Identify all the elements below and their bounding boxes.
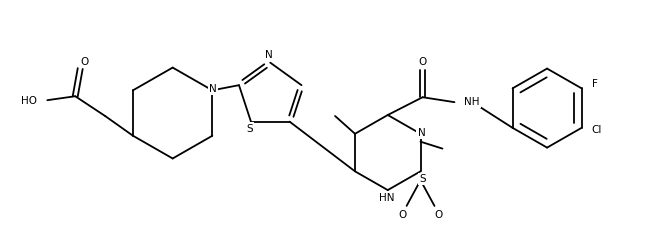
Text: S: S	[419, 174, 426, 184]
Text: N: N	[210, 84, 217, 94]
Text: O: O	[418, 57, 427, 67]
Text: N: N	[266, 50, 273, 60]
Text: Cl: Cl	[591, 125, 602, 135]
Text: HN: HN	[379, 193, 395, 203]
Text: O: O	[80, 57, 88, 67]
Text: S: S	[246, 124, 253, 134]
Text: HO: HO	[21, 96, 38, 106]
Text: F: F	[592, 79, 598, 89]
Text: NH: NH	[465, 97, 480, 107]
Text: O: O	[399, 210, 407, 220]
Text: N: N	[418, 128, 426, 138]
Text: O: O	[434, 210, 443, 220]
